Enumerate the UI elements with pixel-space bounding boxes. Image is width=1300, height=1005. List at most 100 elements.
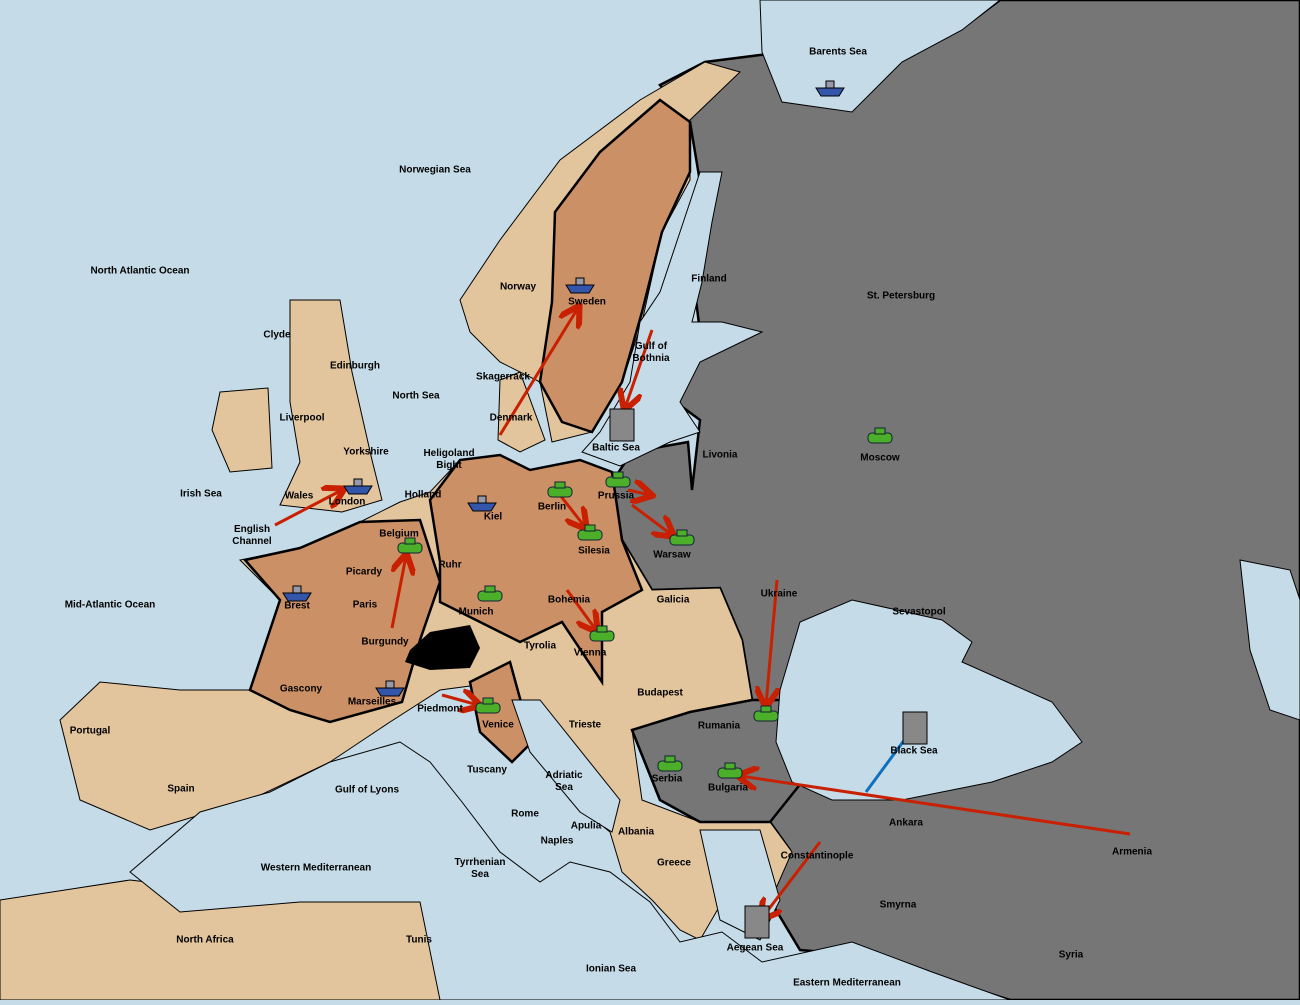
region-label: Armenia	[1112, 847, 1152, 858]
region-label: St. Petersburg	[867, 291, 935, 302]
region-label: Constantinople	[781, 851, 854, 862]
fleet-tower	[292, 585, 302, 594]
region-label: Bulgaria	[708, 783, 748, 794]
label-line: Bight	[436, 460, 462, 471]
move-arrow	[762, 841, 822, 918]
region-label: Liverpool	[279, 413, 324, 424]
label-line: Channel	[232, 536, 272, 547]
fleet-unit	[282, 592, 312, 602]
region-label: Moscow	[860, 453, 900, 464]
army-turret	[676, 529, 688, 537]
region-label: Denmark	[490, 413, 533, 424]
move-arrow	[498, 308, 578, 436]
label-line: Tyrrhenian	[455, 857, 506, 868]
label-line: English	[234, 524, 270, 535]
fleet-tower	[575, 277, 585, 286]
region-label: Yorkshire	[343, 447, 389, 458]
region-label: North Sea	[392, 391, 440, 402]
region-label: Warsaw	[653, 550, 691, 561]
fleet-unit	[375, 687, 405, 697]
label-line: Sea	[555, 782, 573, 793]
region-label: Smyrna	[880, 900, 917, 911]
region-label: Baltic Sea	[592, 443, 640, 454]
region-label: English Channel	[232, 524, 272, 547]
region-label: Ionian Sea	[586, 964, 636, 975]
region-label: Picardy	[346, 567, 383, 578]
region-label: Sevastopol	[892, 607, 946, 618]
move-arrow	[558, 494, 585, 527]
region-label: Piedmont	[417, 704, 463, 715]
orders	[274, 308, 1131, 918]
region-label: Western Mediterranean	[261, 863, 371, 874]
support-line	[864, 734, 910, 793]
dislodged-fleet	[744, 905, 770, 939]
region-label: Clyde	[263, 330, 291, 341]
region-label: Naples	[541, 836, 574, 847]
region-label: Sweden	[568, 297, 606, 308]
label-line: Heligoland	[423, 448, 474, 459]
move-arrow	[441, 695, 478, 705]
region-label: Kiel	[484, 512, 503, 523]
region-label: Finland	[691, 274, 727, 285]
region-label: Gulf of Lyons	[335, 785, 400, 796]
region-label: Paris	[353, 600, 378, 611]
move-arrow	[631, 503, 672, 535]
label-line: Gulf of	[635, 341, 668, 352]
army-turret	[484, 585, 496, 593]
region-label: Livonia	[702, 450, 737, 461]
region-label: Rome	[511, 809, 539, 820]
region-label: Ukraine	[761, 589, 798, 600]
region-label: Tunis	[406, 935, 432, 946]
region-label: Adriatic Sea	[545, 770, 583, 793]
region-label: Spain	[167, 784, 194, 795]
region-label: Gulf of Bothnia	[632, 341, 670, 364]
region-label: Holland	[405, 490, 442, 501]
region-label: Syria	[1059, 950, 1084, 961]
region-label: Gascony	[280, 684, 323, 695]
move-arrow	[390, 556, 406, 629]
labels: Barents Sea Norwegian Sea North Atlantic O…	[65, 47, 1153, 989]
label-line: Adriatic	[545, 770, 583, 781]
region-label: Irish Sea	[180, 489, 222, 500]
army-turret	[760, 705, 772, 713]
region-label: Munich	[459, 607, 494, 618]
dislodged-fleet	[609, 408, 635, 442]
region-label: Marseilles	[348, 697, 397, 708]
region-label: Serbia	[652, 774, 683, 785]
army-turret	[584, 524, 596, 532]
region-label: Heligoland Bight	[423, 448, 474, 471]
region-label: North Africa	[176, 935, 234, 946]
fleet-unit	[565, 284, 595, 294]
move-arrow	[627, 490, 650, 495]
region-label: Norwegian Sea	[399, 165, 471, 176]
region-label: Skagerrack	[476, 372, 530, 383]
move-arrow	[740, 776, 1131, 836]
region-label: Apulia	[571, 821, 602, 832]
region-label: Berlin	[538, 502, 566, 513]
fleet-tower	[825, 80, 835, 89]
region-label: Greece	[657, 858, 691, 869]
region-label: Galicia	[657, 595, 690, 606]
region-label: Portugal	[70, 726, 111, 737]
region-label: Norway	[500, 282, 537, 293]
fleet-tower	[353, 478, 363, 487]
region-label: Burgundy	[361, 637, 409, 648]
fleet-tower	[477, 495, 487, 504]
region-label: Ruhr	[438, 560, 461, 571]
region-label: Tyrrhenian Sea	[455, 857, 506, 880]
region-label: Belgium	[379, 529, 419, 540]
army-turret	[612, 471, 624, 479]
move-arrow	[565, 589, 596, 630]
region-label: Aegean Sea	[727, 943, 784, 954]
army-turret	[596, 625, 608, 633]
region-label: North Atlantic Ocean	[90, 266, 189, 277]
fleet-tower	[385, 680, 395, 689]
region-label: Tyrolia	[524, 641, 556, 652]
move-arrow	[625, 329, 654, 408]
region-label: London	[329, 497, 366, 508]
move-arrow	[766, 579, 777, 705]
region-label: Barents Sea	[809, 47, 867, 58]
dislodged-fleet	[902, 711, 928, 745]
